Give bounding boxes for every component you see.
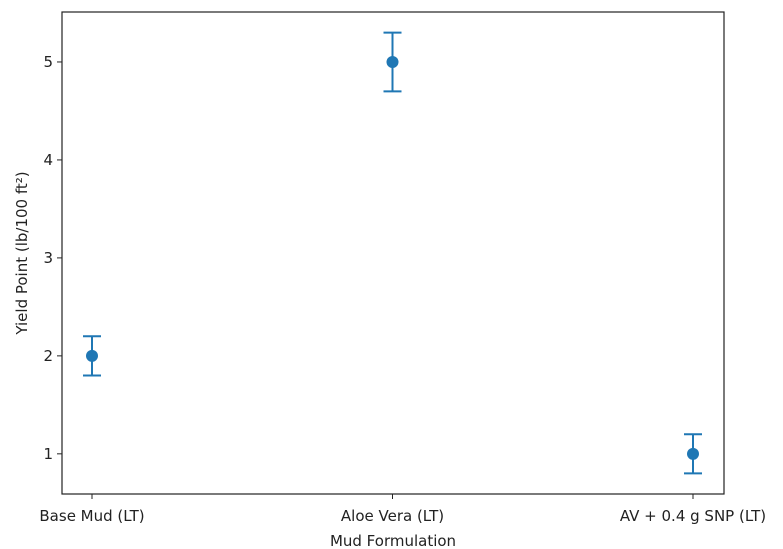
y-tick-label: 5 xyxy=(43,53,53,71)
data-point xyxy=(386,55,399,68)
data-point xyxy=(86,349,98,362)
x-tick-label: AV + 0.4 g SNP (LT) xyxy=(620,507,766,525)
y-tick-label: 1 xyxy=(43,445,53,463)
y-tick-label: 2 xyxy=(43,347,53,365)
data-point xyxy=(687,447,699,460)
y-tick-label: 3 xyxy=(43,249,53,267)
y-axis-ticks: 1 2 3 4 5 xyxy=(43,53,62,463)
plot-frame xyxy=(61,11,725,495)
y-axis-label: Yield Point (lb/100 ft²) xyxy=(13,171,31,335)
y-tick-label: 4 xyxy=(43,151,53,169)
x-axis-label: Mud Formulation xyxy=(330,532,456,549)
data-marks xyxy=(83,31,702,475)
x-tick-label: Aloe Vera (LT) xyxy=(341,507,444,525)
x-axis-ticks: Base Mud (LT) Aloe Vera (LT) AV + 0.4 g SN… xyxy=(39,494,766,525)
x-tick-label: Base Mud (LT) xyxy=(39,507,144,525)
